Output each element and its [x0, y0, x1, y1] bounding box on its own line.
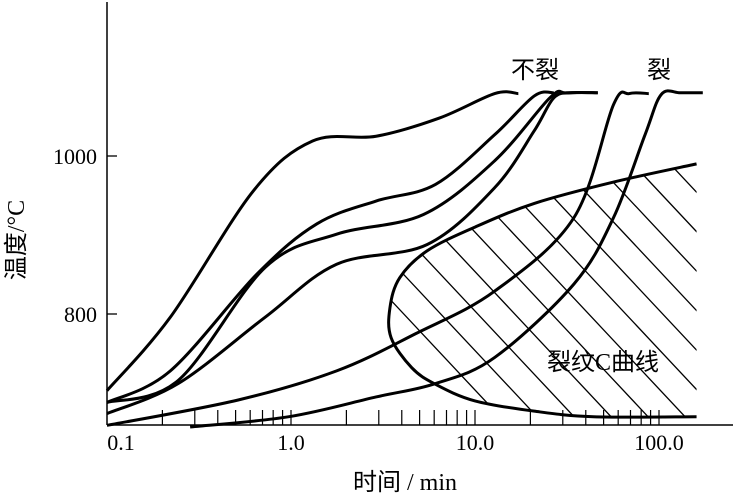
cooling-curve-1 [105, 90, 519, 392]
crack-region-hatching [388, 163, 697, 418]
hatch-line [388, 163, 588, 418]
y-tick-label: 800 [64, 302, 97, 327]
cooling-curve-5 [106, 90, 649, 427]
cooling-curve-6 [189, 89, 703, 429]
cooling-curve-3 [106, 89, 598, 404]
hatch-line [582, 163, 697, 418]
crack-c-curve [387, 162, 697, 419]
hatch-line [656, 163, 697, 418]
annotation-crack: 裂 [647, 57, 671, 84]
hatch-line [388, 163, 625, 418]
x-tick-label: 10.0 [456, 430, 495, 455]
hatch-line [693, 163, 697, 418]
hatch-line [508, 163, 697, 418]
hatch-line [619, 163, 697, 418]
hatch-line [388, 163, 551, 418]
hatch-line [388, 163, 662, 418]
cooling-curve-4 [106, 90, 598, 415]
annotation-no-crack: 不裂 [511, 57, 559, 84]
x-tick-label: 0.1 [107, 430, 135, 455]
cooling-curve-2 [106, 90, 555, 404]
hatch-line [545, 163, 697, 418]
x-tick-label: 1.0 [277, 430, 305, 455]
x-axis-label: 时间 / min [353, 469, 457, 496]
annotation-c-curve: 裂纹C曲线 [547, 349, 659, 376]
y-tick-label: 1000 [53, 144, 97, 169]
y-axis-label: 温度/°C [3, 200, 30, 280]
x-tick-label: 100.0 [634, 430, 684, 455]
